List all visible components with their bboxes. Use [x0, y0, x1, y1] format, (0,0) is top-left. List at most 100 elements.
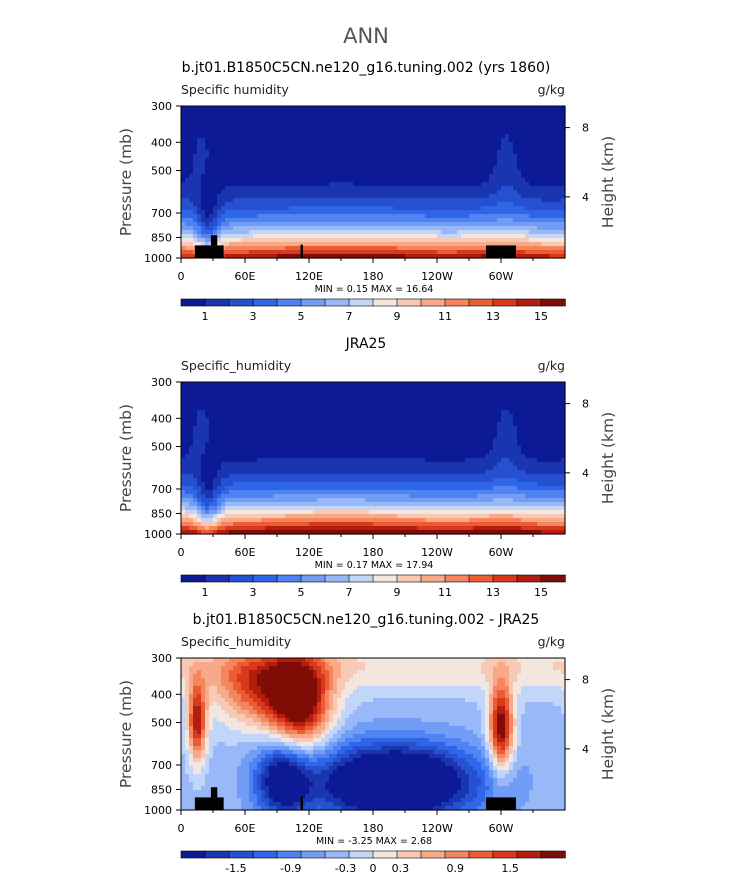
field-cell [321, 114, 326, 119]
field-cell [293, 234, 298, 239]
field-cell [209, 158, 214, 163]
field-cell [309, 126, 314, 131]
field-cell [537, 142, 542, 147]
field-cell [309, 474, 314, 479]
field-cell [189, 502, 194, 507]
field-cell [501, 214, 506, 219]
field-cell [273, 202, 278, 207]
field-cell [325, 206, 330, 211]
field-cell [209, 422, 214, 427]
field-cell [397, 242, 402, 247]
field-cell [237, 494, 242, 499]
field-cell [233, 390, 238, 395]
field-cell [257, 214, 262, 219]
field-cell [181, 134, 186, 139]
field-cell [265, 186, 270, 191]
field-cell [245, 434, 250, 439]
field-cell [229, 474, 234, 479]
field-cell [181, 154, 186, 159]
field-cell [481, 186, 486, 191]
field-cell [189, 154, 194, 159]
field-cell [273, 426, 278, 431]
colorbar-box [444, 298, 470, 307]
field-cell [221, 394, 226, 399]
field-cell [257, 254, 262, 259]
field-cell [441, 138, 446, 143]
field-cell [517, 162, 522, 167]
field-cell [181, 426, 186, 431]
field-cell [321, 142, 326, 147]
field-cell [217, 210, 222, 215]
field-cell [237, 406, 242, 411]
field-cell [193, 390, 198, 395]
field-cell [557, 134, 562, 139]
field-cell [473, 114, 478, 119]
field-cell [217, 426, 222, 431]
field-cell [281, 106, 286, 111]
field-cell [189, 238, 194, 243]
field-cell [489, 142, 494, 147]
field-cell [545, 214, 550, 219]
field-cell [429, 174, 434, 179]
field-cell [301, 194, 306, 199]
field-cell [193, 518, 198, 523]
field-cell [489, 154, 494, 159]
field-cell [245, 166, 250, 171]
field-cell [397, 166, 402, 171]
field-cell [201, 506, 206, 511]
field-cell [497, 198, 502, 203]
field-cell [301, 390, 306, 395]
field-cell [345, 250, 350, 255]
field-cell [357, 250, 362, 255]
field-cell [241, 518, 246, 523]
field-cell [345, 142, 350, 147]
field-cell [389, 130, 394, 135]
field-cell [321, 198, 326, 203]
field-cell [297, 118, 302, 123]
field-cell [297, 186, 302, 191]
field-cell [297, 418, 302, 423]
field-cell [217, 414, 222, 419]
field-cell [221, 438, 226, 443]
field-cell [241, 386, 246, 391]
field-cell [293, 410, 298, 415]
field-cell [285, 402, 290, 407]
field-cell [181, 506, 186, 511]
field-cell [269, 146, 274, 151]
field-cell [253, 474, 258, 479]
field-cell [337, 162, 342, 167]
field-cell [237, 214, 242, 219]
field-cell [229, 134, 234, 139]
field-cell [381, 210, 386, 215]
field-cell [245, 154, 250, 159]
field-cell [241, 426, 246, 431]
field-cell [433, 230, 438, 235]
field-cell [385, 142, 390, 147]
field-cell [385, 222, 390, 227]
field-cell [313, 446, 318, 451]
field-cell [225, 194, 230, 199]
field-cell [281, 526, 286, 531]
field-cell [221, 146, 226, 151]
field-cell [381, 250, 386, 255]
field-cell [205, 466, 210, 471]
field-cell [517, 114, 522, 119]
field-cell [537, 110, 542, 115]
field-cell [353, 250, 358, 255]
field-cell [373, 242, 378, 247]
field-cell [289, 426, 294, 431]
field-cell [489, 134, 494, 139]
field-cell [217, 422, 222, 427]
field-cell [365, 246, 370, 251]
field-cell [417, 134, 422, 139]
field-cell [377, 206, 382, 211]
field-cell [237, 442, 242, 447]
field-cell [325, 170, 330, 175]
field-cell [257, 490, 262, 495]
field-cell [281, 198, 286, 203]
field-cell [241, 526, 246, 531]
field-cell [525, 122, 530, 127]
field-cell [241, 126, 246, 131]
field-cell [429, 178, 434, 183]
field-cell [373, 142, 378, 147]
